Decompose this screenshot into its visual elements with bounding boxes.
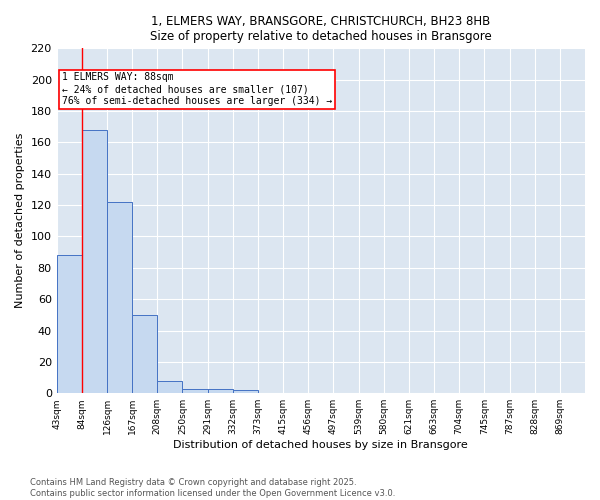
Bar — [233, 390, 258, 393]
Bar — [107, 202, 132, 393]
Bar — [56, 256, 82, 393]
Text: Contains HM Land Registry data © Crown copyright and database right 2025.
Contai: Contains HM Land Registry data © Crown c… — [30, 478, 395, 498]
Y-axis label: Number of detached properties: Number of detached properties — [15, 133, 25, 308]
Bar — [157, 380, 182, 393]
Bar — [82, 130, 107, 393]
Bar — [208, 388, 233, 393]
Bar — [182, 388, 208, 393]
Title: 1, ELMERS WAY, BRANSGORE, CHRISTCHURCH, BH23 8HB
Size of property relative to de: 1, ELMERS WAY, BRANSGORE, CHRISTCHURCH, … — [150, 15, 492, 43]
Text: 1 ELMERS WAY: 88sqm
← 24% of detached houses are smaller (107)
76% of semi-detac: 1 ELMERS WAY: 88sqm ← 24% of detached ho… — [62, 72, 332, 106]
X-axis label: Distribution of detached houses by size in Bransgore: Distribution of detached houses by size … — [173, 440, 468, 450]
Bar — [132, 315, 157, 393]
